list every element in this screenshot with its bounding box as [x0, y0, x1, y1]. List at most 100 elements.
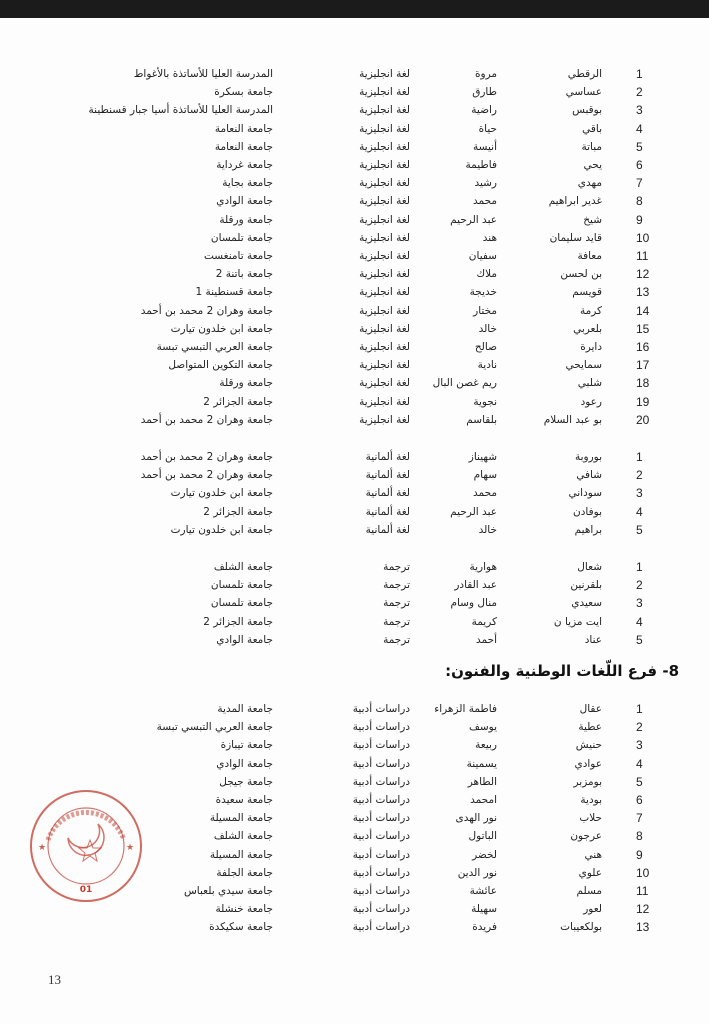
- table-row: 2 عطية يوسف دراسات أدبية جامعة العربي التبسي…: [0, 719, 709, 735]
- table-row: 4 عوادي يسمينة دراسات أدبية جامعة الوادي: [0, 756, 709, 772]
- specialty: ترجمة: [383, 633, 410, 646]
- first-name: أحمد: [476, 633, 497, 646]
- table-row: 17 سمايحي نادية لغة انجليزية جامعة التكوين ا…: [0, 357, 709, 373]
- row-number: 7: [636, 176, 643, 191]
- surname: عساسي: [565, 86, 602, 99]
- row-number: 19: [636, 394, 650, 409]
- table-row: 6 يحي فاطيمة لغة انجليزية جامعة غرداية: [0, 157, 709, 173]
- university: جامعة ورقلة: [219, 377, 273, 390]
- surname: عوادي: [574, 757, 602, 770]
- row-number: 17: [636, 358, 650, 373]
- table-row: 7 مهدي رشيد لغة انجليزية جامعة بجاية: [0, 175, 709, 191]
- table-row: 14 كرمة مختار لغة انجليزية جامعة وهران 2 محم…: [0, 303, 709, 319]
- row-number: 4: [636, 756, 643, 771]
- surname: الرقطي: [567, 68, 602, 80]
- table-row: 5 براهيم خالد لغة ألمانية جامعة ابن خلدون تي…: [0, 522, 709, 538]
- university: جامعة المسيلة: [209, 848, 273, 861]
- specialty: دراسات أدبية: [352, 866, 410, 879]
- surname: عناد: [584, 633, 602, 646]
- specialty: ترجمة: [383, 597, 410, 610]
- university: جامعة الوادي: [216, 757, 273, 770]
- row-number: 11: [636, 884, 649, 898]
- surname: هني: [584, 848, 602, 861]
- surname: ايت مزيا ن: [553, 615, 602, 628]
- specialty: ترجمة: [383, 615, 410, 628]
- table-row: 3 سعيدي منال وسام ترجمة جامعة تلمسان: [0, 595, 709, 611]
- table-row: 2 عساسي طارق لغة انجليزية جامعة بسكرة: [0, 84, 709, 100]
- specialty: لغة انجليزية: [359, 359, 410, 372]
- first-name: الباتول: [468, 830, 497, 843]
- page-number: 13: [48, 972, 61, 987]
- first-name: راضية: [471, 104, 497, 117]
- specialty: لغة انجليزية: [359, 177, 410, 190]
- row-number: 6: [636, 158, 643, 172]
- row-number: 5: [636, 774, 643, 789]
- first-name: صالح: [474, 341, 497, 353]
- stamp-number: 01: [80, 885, 93, 895]
- university: جامعة النعامة: [214, 122, 273, 135]
- row-number: 2: [636, 578, 643, 593]
- university: جامعة ابن خلدون تيارت: [170, 523, 273, 536]
- university: جامعة تيبازة: [220, 739, 273, 752]
- row-number: 2: [636, 720, 643, 735]
- surname: سعيدي: [571, 597, 602, 610]
- specialty: لغة انجليزية: [359, 395, 410, 408]
- surname: حلاب: [579, 812, 602, 825]
- row-number: 13: [636, 920, 650, 935]
- table-row: 4 بوفادن عبد الرحيم لغة ألمانية جامعة الجزائ…: [0, 504, 709, 520]
- table-row: 3 سوداني محمد لغة ألمانية جامعة ابن خلدون تي…: [0, 485, 709, 501]
- specialty: لغة انجليزية: [359, 231, 410, 244]
- row-number: 3: [636, 103, 643, 118]
- university: جامعة ابن خلدون تيارت: [170, 487, 273, 500]
- surname: بولكعيبات: [560, 921, 602, 934]
- first-name: نور الهدى: [455, 812, 497, 825]
- specialty: دراسات أدبية: [352, 812, 410, 825]
- university: جامعة وهران 2 محمد بن أحمد: [140, 304, 273, 317]
- specialty: لغة انجليزية: [359, 377, 410, 390]
- first-name: فاطيمة: [465, 159, 497, 171]
- surname: شافي: [576, 469, 602, 482]
- row-number: 14: [636, 303, 650, 318]
- university: جامعة باتنة 2: [215, 268, 273, 281]
- surname: بوروبة: [574, 451, 602, 463]
- table-row: 8 غدير ابراهيم محمد لغة انجليزية جامعة الواد…: [0, 193, 709, 209]
- table-row: 2 شافي سهام لغة ألمانية جامعة وهران 2 محمد ب…: [0, 467, 709, 483]
- specialty: لغة انجليزية: [359, 140, 410, 153]
- surname: مباتة: [581, 140, 602, 153]
- first-name: عبد القادر: [454, 579, 497, 592]
- first-name: ربيعة: [475, 739, 497, 752]
- specialty: لغة انجليزية: [359, 195, 410, 208]
- specialty: دراسات أدبية: [352, 757, 410, 770]
- first-name: محمد: [473, 195, 497, 208]
- first-name: مختار: [473, 304, 497, 317]
- university: جامعة الوادي: [216, 633, 273, 646]
- first-name: الطاهر: [467, 775, 497, 788]
- row-number: 15: [636, 321, 650, 336]
- surname: سوداني: [568, 487, 603, 500]
- specialty: لغة ألمانية: [365, 469, 410, 482]
- surname: شلبي: [577, 377, 602, 390]
- surname: بودية: [580, 794, 602, 806]
- table-row: 15 بلعربي خالد لغة انجليزية جامعة ابن خلدون …: [0, 321, 709, 337]
- surname: بو عبد السلام: [543, 413, 602, 426]
- row-number: 12: [636, 267, 650, 282]
- university: جامعة وهران 2 محمد بن أحمد: [140, 413, 273, 426]
- specialty: لغة انجليزية: [359, 413, 410, 426]
- surname: يحي: [583, 159, 602, 171]
- table-row: 10 قايد سليمان هند لغة انجليزية جامعة تلمسان: [0, 230, 709, 246]
- first-name: مروة: [475, 68, 497, 80]
- row-number: 13: [636, 285, 650, 300]
- specialty: ترجمة: [383, 561, 410, 573]
- first-name: نجوية: [473, 395, 497, 408]
- table-row: 1 بوروبة شهيناز لغة ألمانية جامعة وهران 2 مح…: [0, 449, 709, 465]
- first-name: ريم غصن البال: [432, 377, 497, 390]
- row-number: 9: [636, 847, 643, 862]
- row-number: 16: [636, 340, 650, 354]
- table-row: 18 شلبي ريم غصن البال لغة انجليزية جامعة ورق…: [0, 375, 709, 391]
- specialty: دراسات أدبية: [352, 703, 410, 715]
- table-row: 13 بولكعيبات فريدة دراسات أدبية جامعة سكيكدة: [0, 919, 709, 935]
- table-row: 20 بو عبد السلام بلقاسم لغة انجليزية جامعة و…: [0, 412, 709, 428]
- first-name: سفيان: [468, 250, 497, 262]
- university: المدرسة العليا للأساتذة بالأغواط: [133, 68, 273, 80]
- university: جامعة تامنغست: [203, 250, 273, 262]
